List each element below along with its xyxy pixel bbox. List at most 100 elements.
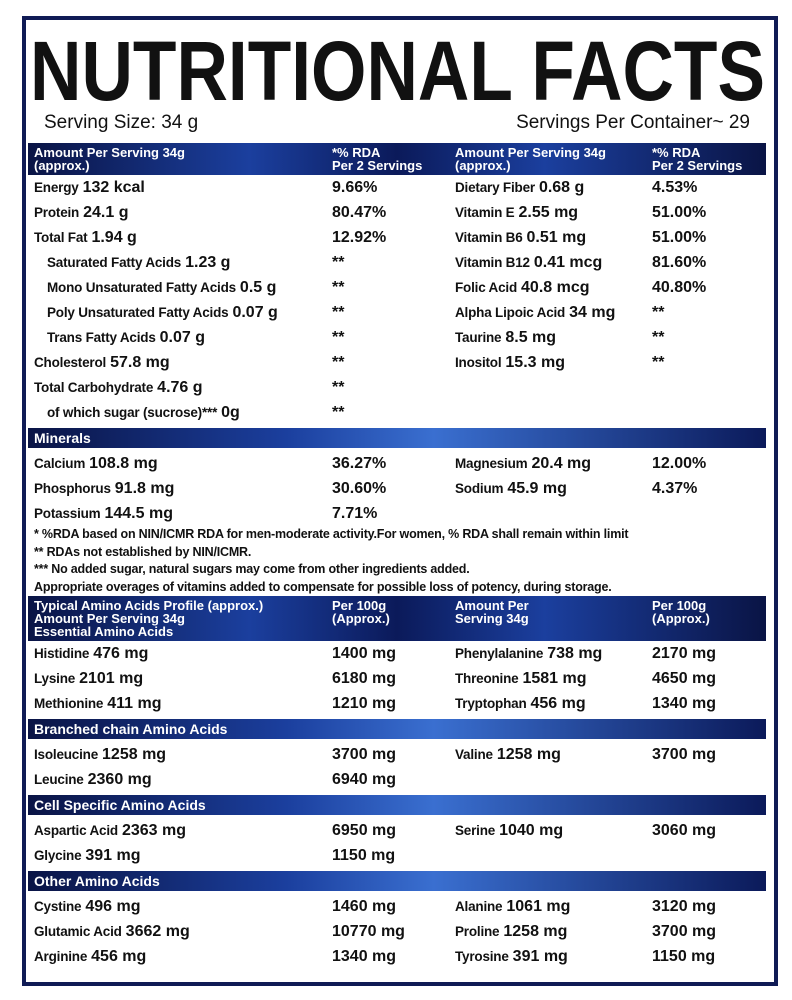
fact-row: Phosphorus 91.8 mg 30.60% Sodium 45.9 mg 4.37…: [28, 476, 766, 501]
nutrient-name: Phenylalanine: [455, 645, 544, 661]
header-cell: *% RDA Per 2 Servings: [332, 146, 455, 172]
nutrient-value: 10770 mg: [332, 922, 405, 940]
section-band: Minerals: [28, 428, 766, 448]
fact-row: Arginine 456 mg 1340 mg Tyrosine 391 mg 1150 …: [28, 944, 766, 969]
left-item: Leucine 2360 mg: [34, 771, 332, 789]
left-value-cell: **: [332, 304, 455, 322]
header-line: Serving 34g: [455, 611, 529, 626]
nutrient-value: 9.66%: [332, 178, 378, 196]
left-item: of which sugar (sucrose)*** 0g: [34, 404, 332, 422]
nutrient-amount: 1.94 g: [91, 228, 137, 246]
nutrient-amount: 0.07 g: [232, 303, 278, 321]
servings-per-container: Servings Per Container~ 29: [516, 112, 750, 133]
frame: [22, 16, 778, 986]
right-value-cell: **: [652, 354, 766, 372]
nutrient-value: 1210 mg: [332, 694, 397, 712]
left-value-cell: 7.71%: [332, 505, 455, 523]
nutrient-name: Protein: [34, 204, 80, 220]
section-band: Other Amino Acids: [28, 871, 766, 891]
right-value-cell: 4.53%: [652, 179, 766, 197]
nutrient-name: Proline: [455, 923, 500, 939]
right-item: Sodium 45.9 mg: [455, 480, 652, 498]
nutrient-name: Alpha Lipoic Acid: [455, 304, 566, 320]
right-value-cell: 12.00%: [652, 455, 766, 473]
nutrient-value: 4650 mg: [652, 669, 717, 687]
fact-row: Total Carbohydrate 4.76 g **: [28, 375, 766, 400]
nutrient-name: Leucine: [34, 771, 84, 787]
left-item: Total Carbohydrate 4.76 g: [34, 379, 332, 397]
nutrient-name: Vitamin B6: [455, 229, 523, 245]
header-line: Per 2 Servings: [332, 158, 423, 173]
left-value-cell: 1460 mg: [332, 898, 455, 916]
fact-row: Cholesterol 57.8 mg ** Inositol 15.3 mg **: [28, 350, 766, 375]
nutrient-name: Glycine: [34, 847, 82, 863]
fact-row: Cystine 496 mg 1460 mg Alanine 1061 mg 3120 m…: [28, 894, 766, 919]
left-value-cell: **: [332, 404, 455, 422]
left-value-cell: 1400 mg: [332, 645, 455, 663]
right-item: Alpha Lipoic Acid 34 mg: [455, 304, 652, 322]
nutrient-value: 1340 mg: [652, 694, 717, 712]
nutrient-value: 80.47%: [332, 203, 387, 221]
nutrient-amount: 108.8 mg: [89, 454, 158, 472]
left-value-cell: 1150 mg: [332, 847, 455, 865]
nutrient-name: Trans Fatty Acids: [47, 329, 156, 345]
right-item: Valine 1258 mg: [455, 746, 652, 764]
left-value-cell: 1210 mg: [332, 695, 455, 713]
right-item: Inositol 15.3 mg: [455, 354, 652, 372]
left-value-cell: 12.92%: [332, 229, 455, 247]
fact-row: Trans Fatty Acids 0.07 g ** Taurine 8.5 mg **: [28, 325, 766, 350]
left-value-cell: 1340 mg: [332, 948, 455, 966]
fact-row: Methionine 411 mg 1210 mg Tryptophan 456 mg 1…: [28, 691, 766, 716]
nutrient-amount: 1040 mg: [499, 821, 564, 839]
nutrient-value: 3700 mg: [332, 745, 397, 763]
right-item: Phenylalanine 738 mg: [455, 645, 652, 663]
left-value-cell: 3700 mg: [332, 746, 455, 764]
left-value-cell: 30.60%: [332, 480, 455, 498]
header-line: Amount Per Serving 34g: [34, 611, 185, 626]
nutrient-name: Alanine: [455, 898, 503, 914]
right-value-cell: 3700 mg: [652, 746, 766, 764]
fact-row: Glutamic Acid 3662 mg 10770 mg Proline 1258 …: [28, 919, 766, 944]
nutrient-name: Vitamin E: [455, 204, 515, 220]
right-item: Threonine 1581 mg: [455, 670, 652, 688]
nutrient-value: 6950 mg: [332, 821, 397, 839]
footnote: * %RDA based on NIN/ICMR RDA for men-mod…: [34, 527, 629, 541]
nutrient-amount: 40.8 mcg: [521, 278, 590, 296]
fact-row: Calcium 108.8 mg 36.27% Magnesium 20.4 mg 12.…: [28, 451, 766, 476]
nutrient-amount: 91.8 mg: [114, 479, 175, 497]
right-item: Vitamin E 2.55 mg: [455, 204, 652, 222]
title: NUTRITIONAL FACTS: [30, 24, 765, 110]
nutrient-name: Potassium: [34, 505, 101, 521]
nutrient-amount: 496 mg: [85, 897, 141, 915]
right-value-cell: 1150 mg: [652, 948, 766, 966]
right-item: Tyrosine 391 mg: [455, 948, 652, 966]
nutrient-name: Histidine: [34, 645, 90, 661]
nutrient-amount: 391 mg: [85, 846, 141, 864]
right-item: Dietary Fiber 0.68 g: [455, 179, 652, 197]
nutrient-value: 6180 mg: [332, 669, 397, 687]
left-item: Potassium 144.5 mg: [34, 505, 332, 523]
fact-row: of which sugar (sucrose)*** 0g **: [28, 400, 766, 425]
nutrient-name: Methionine: [34, 695, 104, 711]
nutrient-value: 51.00%: [652, 228, 707, 246]
left-item: Energy 132 kcal: [34, 179, 332, 197]
right-value-cell: 4650 mg: [652, 670, 766, 688]
nutrient-value: **: [332, 278, 345, 296]
nutrient-name: Phosphorus: [34, 480, 111, 496]
nutrient-value: 3700 mg: [652, 745, 717, 763]
nutrient-amount: 0.51 mg: [526, 228, 587, 246]
nutrient-name: Folic Acid: [455, 279, 518, 295]
nutrient-value: **: [652, 328, 665, 346]
nutrient-value: 30.60%: [332, 479, 387, 497]
right-value-cell: **: [652, 304, 766, 322]
header-cell: *% RDA Per 2 Servings: [652, 146, 766, 172]
left-value-cell: **: [332, 254, 455, 272]
right-item: Vitamin B6 0.51 mg: [455, 229, 652, 247]
fact-row: Poly Unsaturated Fatty Acids 0.07 g ** Alph…: [28, 300, 766, 325]
nutrient-amount: 1258 mg: [102, 745, 167, 763]
right-value-cell: 2170 mg: [652, 645, 766, 663]
footnote: Appropriate overages of vitamins added t…: [34, 579, 612, 594]
nutrient-name: Total Carbohydrate: [34, 379, 154, 395]
nutrient-amount: 132 kcal: [82, 178, 145, 196]
